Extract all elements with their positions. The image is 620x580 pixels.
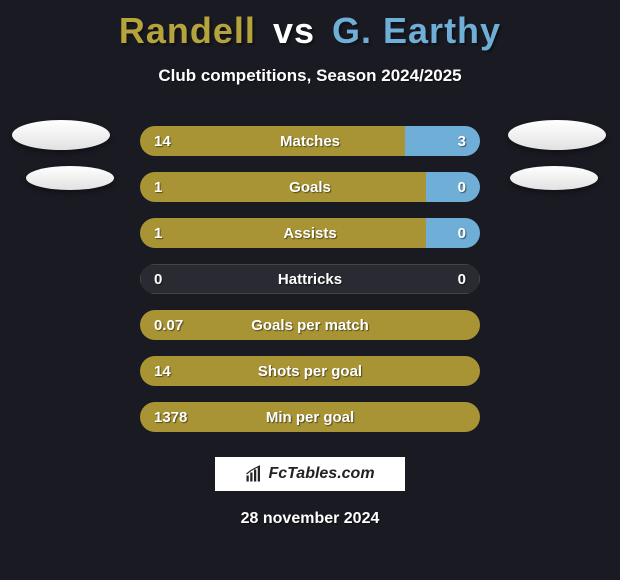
- stat-value-right: 0: [458, 179, 466, 196]
- title: Randell vs G. Earthy: [0, 0, 620, 52]
- stat-label: Shots per goal: [258, 363, 362, 380]
- stat-row-text: 1 Assists 0: [140, 218, 480, 248]
- title-player1: Randell: [119, 10, 256, 51]
- stat-value-right: 0: [458, 271, 466, 288]
- date-text: 28 november 2024: [0, 510, 620, 528]
- stat-row: 1 Goals 0: [140, 172, 480, 202]
- stat-value-right: 3: [458, 133, 466, 150]
- stat-label: Matches: [280, 133, 340, 150]
- title-player2: G. Earthy: [332, 10, 501, 51]
- stat-row-text: 14 Shots per goal: [140, 356, 480, 386]
- stat-value-left: 1378: [154, 409, 187, 426]
- stat-row-text: 0 Hattricks 0: [140, 264, 480, 294]
- stat-value-left: 0.07: [154, 317, 183, 334]
- stat-row-text: 1 Goals 0: [140, 172, 480, 202]
- stat-row-text: 0.07 Goals per match: [140, 310, 480, 340]
- stat-row: 1 Assists 0: [140, 218, 480, 248]
- stat-value-left: 14: [154, 363, 171, 380]
- stat-value-left: 14: [154, 133, 171, 150]
- stat-row-text: 14 Matches 3: [140, 126, 480, 156]
- stat-label: Goals per match: [251, 317, 369, 334]
- chart-icon: [245, 465, 263, 483]
- subtitle: Club competitions, Season 2024/2025: [0, 66, 620, 86]
- stat-value-left: 0: [154, 271, 162, 288]
- stat-rows: 14 Matches 3 1 Goals 0 1 Assists 0 0 Hattricks 0 0.0…: [0, 126, 620, 432]
- stat-label: Goals: [289, 179, 331, 196]
- stat-row-text: 1378 Min per goal: [140, 402, 480, 432]
- stat-label: Assists: [283, 225, 336, 242]
- logo-text: FcTables.com: [268, 465, 374, 483]
- stat-value-left: 1: [154, 225, 162, 242]
- stat-row: 0.07 Goals per match: [140, 310, 480, 340]
- stat-label: Min per goal: [266, 409, 354, 426]
- stat-value-right: 0: [458, 225, 466, 242]
- logo-box: FcTables.com: [214, 456, 406, 492]
- title-vs: vs: [273, 10, 315, 51]
- stat-row: 14 Matches 3: [140, 126, 480, 156]
- stat-row: 0 Hattricks 0: [140, 264, 480, 294]
- stat-row: 14 Shots per goal: [140, 356, 480, 386]
- container: Randell vs G. Earthy Club competitions, …: [0, 0, 620, 580]
- stat-row: 1378 Min per goal: [140, 402, 480, 432]
- stat-value-left: 1: [154, 179, 162, 196]
- stat-label: Hattricks: [278, 271, 342, 288]
